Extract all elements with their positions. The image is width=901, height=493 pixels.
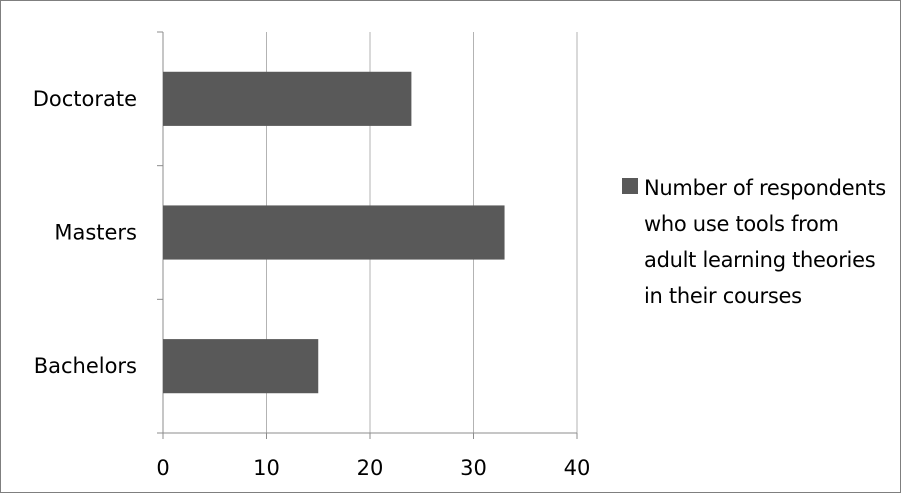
- legend-swatch: [622, 178, 638, 194]
- legend: Number of respondents who use tools from…: [622, 170, 894, 314]
- x-tick-label: 40: [564, 456, 591, 480]
- bar-bachelors: [163, 339, 319, 394]
- x-tick-label: 20: [357, 456, 384, 480]
- x-tick-label: 10: [253, 456, 280, 480]
- y-tick-label: Bachelors: [34, 354, 137, 378]
- bar-masters: [163, 205, 505, 260]
- x-tick-label: 30: [460, 456, 487, 480]
- x-tick-label: 0: [156, 456, 169, 480]
- y-tick-label: Masters: [54, 221, 137, 245]
- legend-label: Number of respondents who use tools from…: [644, 176, 886, 308]
- y-tick-label: Doctorate: [33, 87, 137, 111]
- bar-doctorate: [163, 71, 412, 126]
